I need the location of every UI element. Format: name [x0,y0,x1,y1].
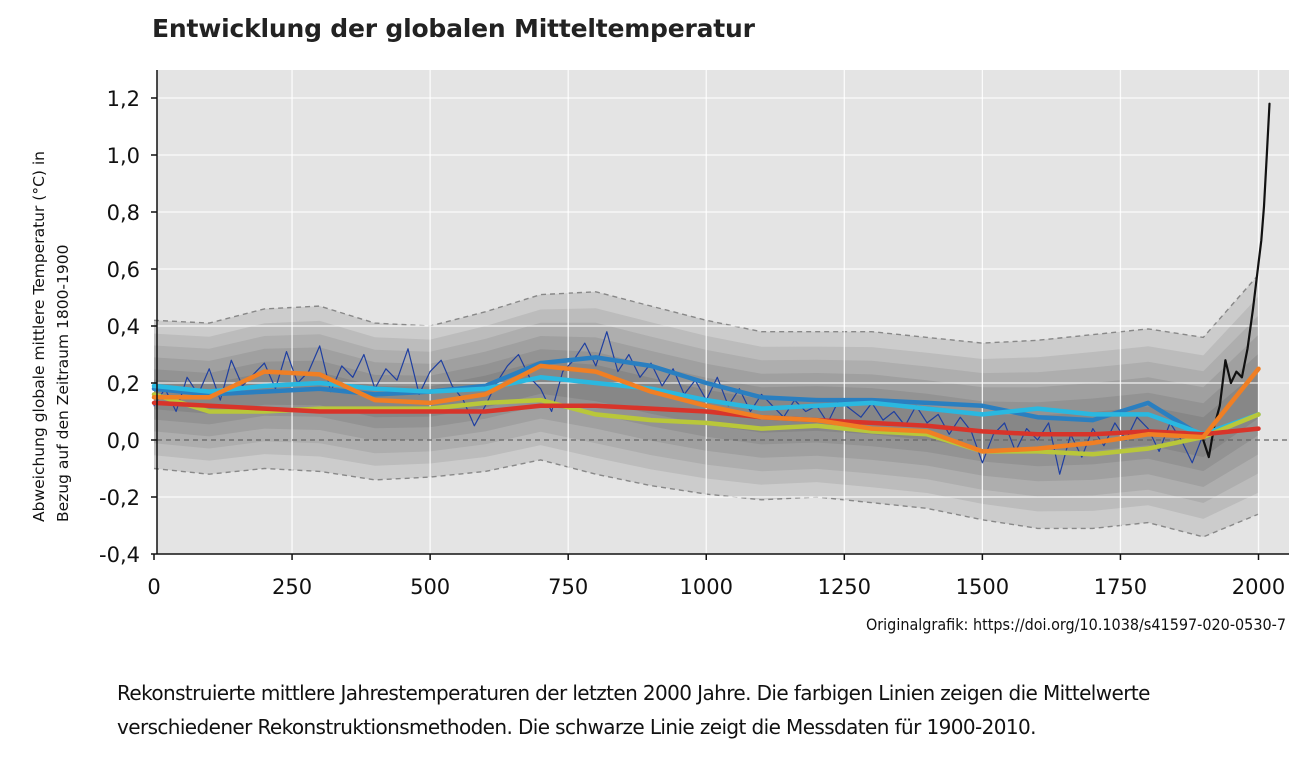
x-tick-label: 0 [147,575,160,599]
source-note: Originalgrafik: https://doi.org/10.1038/… [865,615,1286,634]
caption-line-1: Rekonstruierte mittlere Jahrestemperatur… [117,681,1150,705]
tick-labels: -0,4 -0,2 0,0 0,2 0,4 0,6 0,8 1,0 1,2 0 250 500 750 1… [99,87,1285,599]
temperature-chart: -0,4 -0,2 0,0 0,2 0,4 0,6 0,8 1,0 1,2 0 250 500 750 1… [30,70,1289,599]
chart-title: Entwicklung der globalen Mitteltemperatu… [152,14,755,43]
series-line-6 [151,400,1261,437]
y-tick-label: 0,0 [107,429,140,453]
x-tick-label: 1000 [680,575,733,599]
series-line-4 [151,363,1261,454]
series-line-5 [151,392,1261,457]
x-tick-label: 1750 [1094,575,1147,599]
y-tick-label: 0,6 [107,258,140,282]
x-tick-label: 1250 [818,575,871,599]
caption-line-2: verschiedener Rekonstruktionsmethoden. D… [117,715,1036,739]
series-lines [151,102,1271,475]
y-tick-label: 0,2 [107,372,140,396]
y-tick-label: 0,4 [107,315,140,339]
y-tick-label: 1,2 [107,87,140,111]
x-tick-label: 1500 [956,575,1009,599]
y-axis-label-line-2: Bezug auf den Zeitraum 1800-1900 [54,245,72,522]
series-line-2 [151,355,1206,440]
y-tick-label: -0,2 [99,486,140,510]
y-tick-label: 1,0 [107,144,140,168]
y-tick-label: 0,8 [107,201,140,225]
x-tick-label: 2000 [1232,575,1285,599]
figure-caption: Rekonstruierte mittlere Jahrestemperatur… [117,676,1307,744]
x-tick-label: 750 [548,575,588,599]
axes [151,70,1289,560]
x-tick-label: 250 [272,575,312,599]
y-axis-label-line-1: Abweichung globale mittlere Temperatur (… [30,151,48,522]
x-tick-label: 500 [410,575,450,599]
y-tick-label: -0,4 [99,543,140,567]
